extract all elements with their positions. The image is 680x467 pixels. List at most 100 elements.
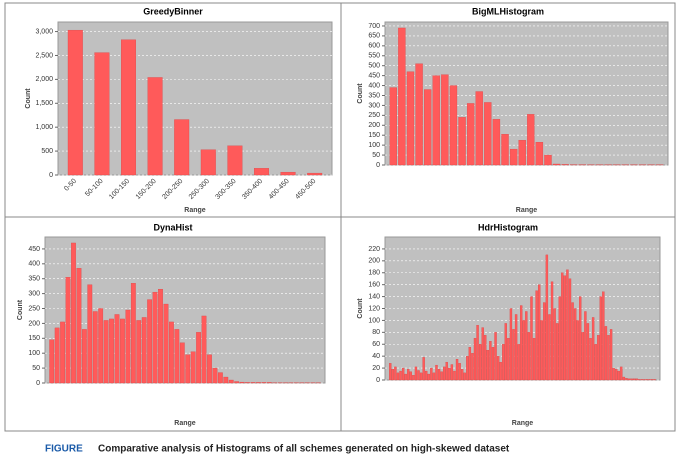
bar — [464, 373, 466, 380]
bar — [482, 328, 484, 380]
y-tick-label: 700 — [368, 23, 380, 30]
bar — [582, 332, 584, 380]
bar — [564, 276, 566, 380]
bar — [424, 90, 431, 165]
y-tick-label: 140 — [368, 293, 380, 300]
bar — [158, 289, 162, 383]
bar — [528, 332, 530, 380]
bar — [175, 329, 179, 383]
y-tick-label: 400 — [368, 82, 380, 89]
chart-title: HdrHistogram — [478, 222, 538, 232]
bar — [646, 379, 648, 380]
bar — [507, 338, 509, 380]
bar — [95, 53, 110, 175]
bar — [536, 291, 538, 380]
bar — [398, 28, 405, 165]
bar — [602, 292, 604, 380]
bar — [459, 117, 466, 165]
y-tick-label: 400 — [28, 261, 40, 268]
y-tick-label: 550 — [368, 53, 380, 60]
bar — [453, 371, 455, 380]
bar — [500, 362, 502, 380]
bar — [569, 279, 571, 380]
bar — [566, 270, 568, 380]
y-tick-label: 80 — [372, 329, 380, 336]
y-tick-label: 50 — [32, 365, 40, 372]
bar — [456, 359, 458, 380]
bar — [530, 297, 532, 380]
bar — [495, 332, 497, 380]
bar — [441, 75, 448, 165]
bar — [164, 304, 168, 383]
bar — [68, 30, 83, 175]
bar — [191, 352, 195, 383]
bar — [484, 102, 491, 165]
bar — [467, 103, 474, 165]
bar — [202, 316, 206, 383]
y-tick-label: 0 — [376, 377, 380, 384]
y-tick-label: 350 — [28, 276, 40, 283]
y-tick-label: 100 — [368, 142, 380, 149]
x-axis-label: Range — [516, 207, 538, 214]
caption-label: FIGURE — [45, 444, 83, 455]
bar — [551, 282, 553, 380]
bar — [512, 329, 514, 380]
y-axis-label: Count — [357, 298, 364, 319]
bar — [654, 379, 656, 380]
y-tick-label: 3,000 — [35, 28, 53, 35]
y-tick-label: 2,500 — [35, 52, 53, 59]
bar — [256, 382, 260, 383]
y-tick-label: 450 — [368, 72, 380, 79]
bar — [169, 322, 173, 383]
bar — [425, 371, 427, 380]
y-tick-label: 100 — [368, 317, 380, 324]
x-axis-label: Range — [184, 207, 206, 214]
bar — [405, 374, 407, 380]
bar — [510, 309, 512, 381]
bar — [489, 341, 491, 380]
y-tick-label: 150 — [368, 132, 380, 139]
bar — [625, 378, 627, 380]
bar — [451, 365, 453, 380]
bar — [487, 350, 489, 380]
y-axis-label: Count — [25, 88, 32, 109]
bar — [412, 375, 414, 380]
y-tick-label: 450 — [28, 246, 40, 253]
bar — [518, 344, 520, 380]
bar — [245, 382, 249, 383]
bar — [49, 340, 53, 383]
y-tick-label: 40 — [372, 353, 380, 360]
y-tick-label: 180 — [368, 270, 380, 277]
bar — [538, 285, 540, 380]
bar — [433, 373, 435, 380]
bar — [428, 374, 430, 380]
bar — [492, 347, 494, 380]
bar — [402, 368, 404, 380]
bar — [505, 323, 507, 380]
bar — [450, 86, 457, 165]
bar — [433, 76, 440, 165]
y-tick-label: 600 — [368, 43, 380, 50]
bar — [554, 309, 556, 381]
bar — [435, 365, 437, 380]
y-tick-label: 200 — [28, 320, 40, 327]
bar — [600, 297, 602, 380]
x-axis-label: Range — [174, 420, 196, 427]
bar — [561, 273, 563, 380]
bar — [633, 379, 635, 380]
bar — [174, 120, 189, 175]
bar — [572, 303, 574, 380]
bar — [536, 142, 543, 165]
bar — [523, 320, 525, 380]
y-tick-label: 350 — [368, 92, 380, 99]
bar — [180, 343, 184, 383]
bar — [229, 380, 233, 383]
bar — [515, 314, 517, 380]
bar — [649, 379, 651, 380]
bar — [527, 114, 534, 165]
bar — [638, 379, 640, 380]
bar — [459, 363, 461, 380]
y-tick-label: 220 — [368, 246, 380, 253]
y-tick-label: 0 — [376, 162, 380, 169]
